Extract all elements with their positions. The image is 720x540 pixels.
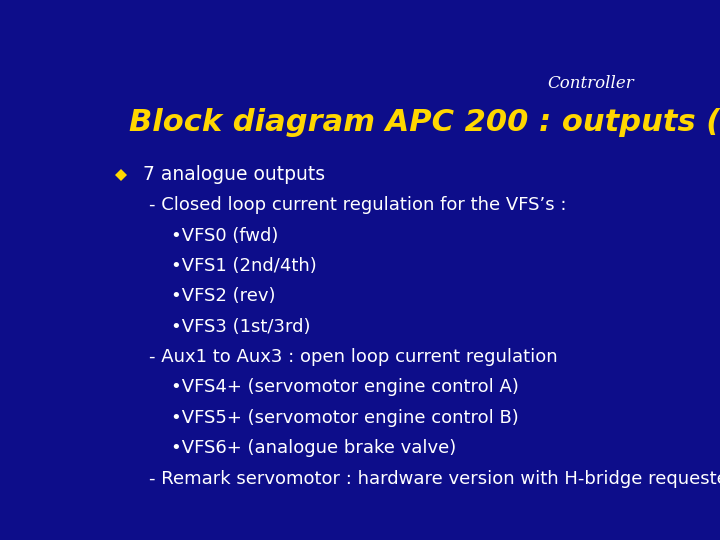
Text: 7 analogue outputs: 7 analogue outputs: [143, 165, 325, 185]
Text: •VFS6+ (analogue brake valve): •VFS6+ (analogue brake valve): [171, 439, 456, 457]
Text: •VFS2 (rev): •VFS2 (rev): [171, 287, 276, 306]
Text: •VFS4+ (servomotor engine control A): •VFS4+ (servomotor engine control A): [171, 379, 519, 396]
Text: Block diagram APC 200 : outputs (3/3): Block diagram APC 200 : outputs (3/3): [129, 109, 720, 138]
Text: •VFS3 (1st/3rd): •VFS3 (1st/3rd): [171, 318, 310, 336]
Text: •VFS5+ (servomotor engine control B): •VFS5+ (servomotor engine control B): [171, 409, 518, 427]
Text: •VFS0 (fwd): •VFS0 (fwd): [171, 227, 279, 245]
Text: •VFS1 (2nd/4th): •VFS1 (2nd/4th): [171, 257, 317, 275]
Text: - Closed loop current regulation for the VFS’s :: - Closed loop current regulation for the…: [148, 197, 566, 214]
Text: Controller: Controller: [547, 75, 634, 92]
Text: - Remark servomotor : hardware version with H-bridge requested: - Remark servomotor : hardware version w…: [148, 469, 720, 488]
Text: - Aux1 to Aux3 : open loop current regulation: - Aux1 to Aux3 : open loop current regul…: [148, 348, 557, 366]
